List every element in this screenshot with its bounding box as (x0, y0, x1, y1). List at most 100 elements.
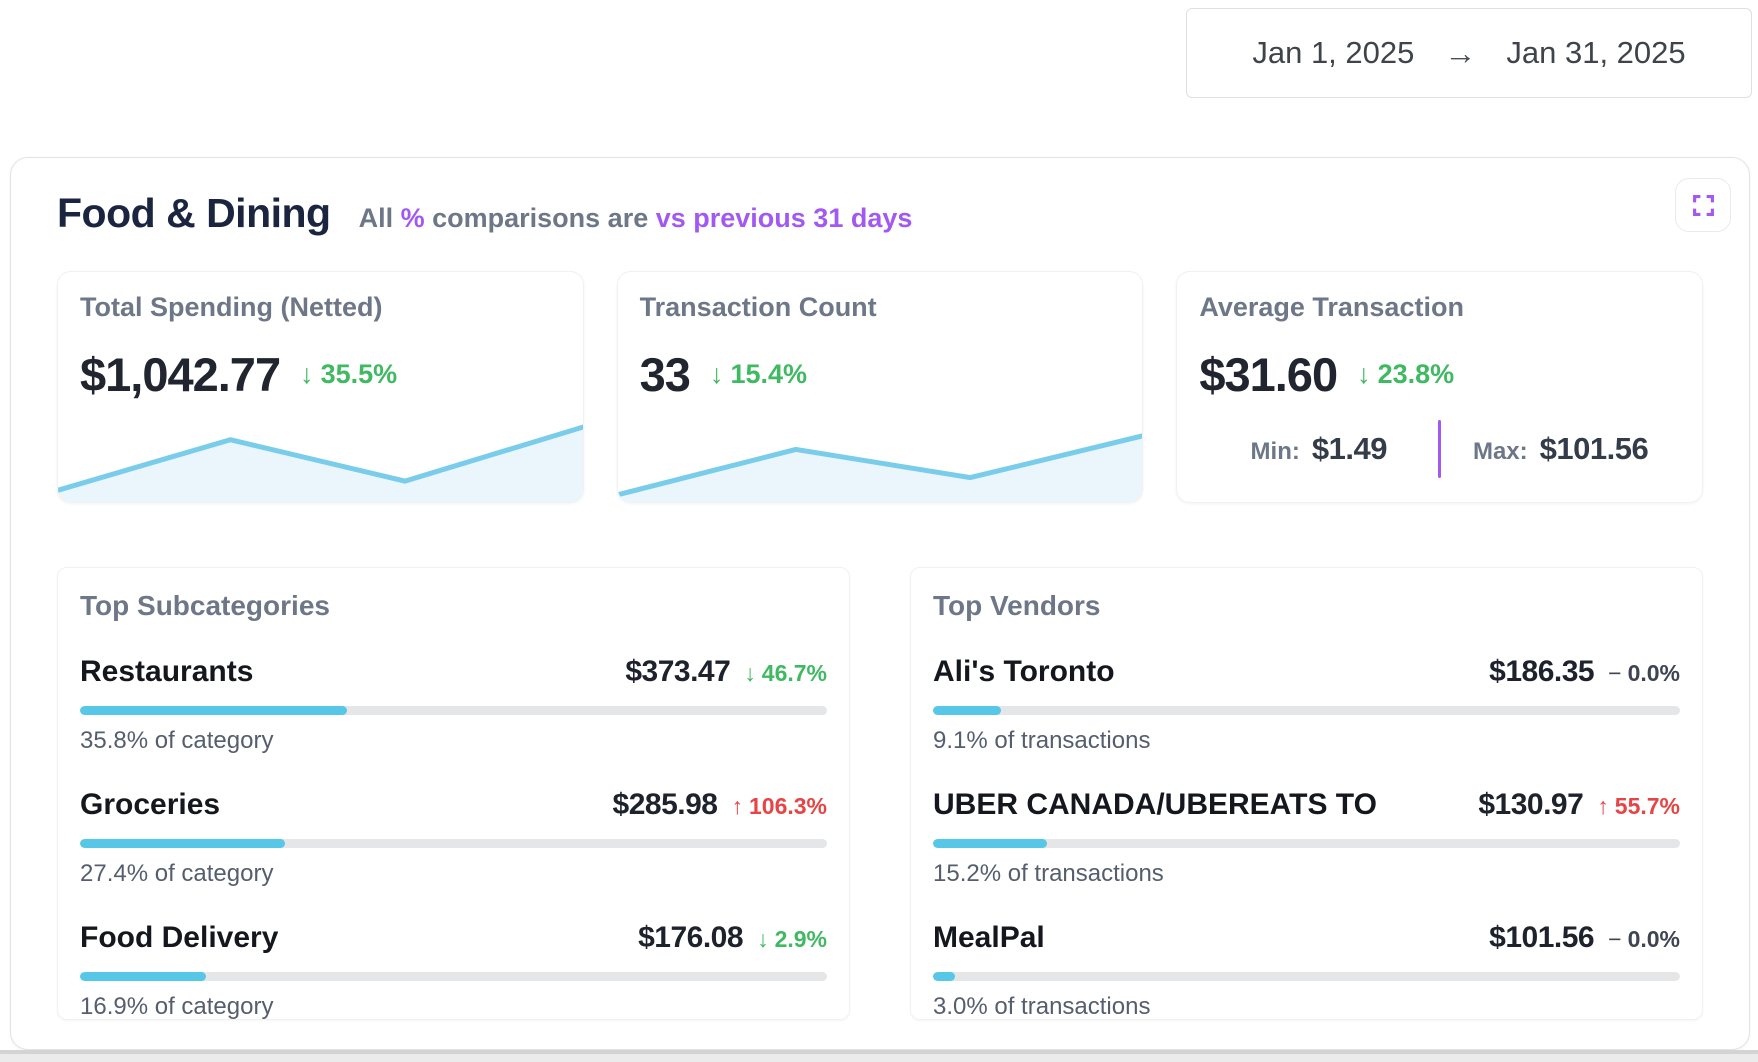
stat-card-transaction-count: Transaction Count 33 ↓ 15.4% (616, 271, 1144, 503)
change-value: 46.7% (761, 660, 827, 686)
stat-change: ↓ 23.8% (1357, 359, 1454, 390)
progress-bar (80, 706, 827, 715)
progress-bar (80, 839, 827, 848)
subcategory-row: Groceries $285.98 ↑ 106.3% 27.4% of categ… (80, 788, 827, 888)
min-max-row: Min: $1.49 Max: $101.56 (1199, 420, 1680, 478)
min-value: $1.49 (1311, 431, 1388, 466)
top-vendors-panel: Top Vendors Ali's Toronto $186.35 −0.0% … (910, 567, 1703, 1020)
subcategory-amount: $285.98 (612, 788, 718, 821)
subcategory-change: ↓ 2.9% (757, 926, 827, 953)
progress-bar-fill (933, 972, 956, 981)
card-header: Food & Dining All % comparisons are vs p… (57, 190, 1703, 237)
note-highlight: vs previous 31 days (655, 203, 913, 233)
subcategory-caption: 27.4% of category (80, 860, 274, 887)
vendor-amount: $130.97 (1478, 788, 1584, 821)
subcategory-row: Food Delivery $176.08 ↓ 2.9% 16.9% of cat… (80, 921, 827, 1020)
stat-value: 33 (639, 348, 691, 401)
vendor-row: UBER CANADA/UBEREATS TO $130.97 ↑ 55.7% 1… (933, 788, 1680, 888)
vendor-row: MealPal $101.56 −0.0% 3.0% of transactio… (933, 921, 1680, 1019)
stat-change: ↓ 15.4% (710, 359, 807, 390)
date-arrow-icon: → (1444, 34, 1477, 71)
progress-bar (933, 972, 1680, 981)
stat-card-total-spending: Total Spending (Netted) $1,042.77 ↓ 35.5% (57, 271, 584, 503)
subcategory-name: Groceries (80, 788, 221, 821)
subcategory-caption: 16.9% of category (80, 993, 274, 1020)
comparison-note: All % comparisons are vs previous 31 day… (359, 203, 913, 234)
vendor-amount: $101.56 (1489, 921, 1595, 954)
max-stat: Max: $101.56 (1441, 431, 1680, 467)
panel-title: Top Vendors (933, 590, 1101, 621)
stat-label: Total Spending (Netted) (80, 292, 383, 322)
change-arrow-icon: ↑ (731, 793, 743, 819)
subcategory-name: Food Delivery (80, 921, 279, 954)
max-value: $101.56 (1539, 431, 1649, 466)
page-title: Food & Dining (57, 190, 331, 236)
progress-bar-fill (933, 706, 1001, 715)
vendor-change: −0.0% (1608, 926, 1680, 953)
vendor-change: −0.0% (1608, 660, 1680, 687)
stats-row: Total Spending (Netted) $1,042.77 ↓ 35.5%… (57, 271, 1703, 503)
top-subcategories-panel: Top Subcategories Restaurants $373.47 ↓ 4… (57, 567, 850, 1020)
subcategory-change: ↓ 46.7% (744, 660, 827, 687)
vendor-caption: 15.2% of transactions (933, 860, 1164, 887)
spending-sparkline-chart (57, 416, 583, 502)
date-start[interactable]: Jan 1, 2025 (1252, 35, 1415, 70)
date-range-picker[interactable]: Jan 1, 2025 → Jan 31, 2025 (1186, 8, 1752, 98)
change-arrow-icon: ↓ (1357, 359, 1371, 389)
change-value: 2.9% (774, 926, 827, 952)
change-value: 23.8% (1377, 359, 1455, 389)
change-arrow-icon: ↓ (757, 926, 769, 952)
change-arrow-icon: − (1608, 926, 1622, 952)
change-arrow-icon: ↓ (709, 359, 724, 389)
stat-label: Average Transaction (1199, 292, 1464, 322)
change-arrow-icon: ↓ (744, 660, 756, 686)
page-bottom-divider (0, 1050, 1758, 1062)
change-arrow-icon: ↓ (300, 359, 314, 389)
min-label: Min: (1250, 438, 1300, 465)
progress-bar-fill (80, 972, 207, 981)
progress-bar-fill (933, 839, 1047, 848)
vendor-name: MealPal (933, 921, 1045, 954)
min-stat: Min: $1.49 (1199, 431, 1438, 467)
subcategory-amount: $373.47 (625, 655, 731, 688)
change-value: 0.0% (1627, 660, 1680, 686)
change-value: 55.7% (1614, 793, 1680, 819)
progress-bar-fill (80, 839, 285, 848)
panel-title: Top Subcategories (80, 590, 330, 621)
date-end[interactable]: Jan 31, 2025 (1506, 35, 1686, 70)
progress-bar (80, 972, 827, 981)
note-prefix: All (358, 203, 401, 233)
change-arrow-icon: − (1608, 660, 1622, 686)
stat-change: ↓ 35.5% (300, 359, 397, 390)
stat-value: $31.60 (1199, 348, 1338, 401)
change-value: 106.3% (748, 793, 827, 819)
progress-bar (933, 706, 1680, 715)
change-value: 35.5% (320, 359, 398, 389)
expand-button[interactable] (1675, 178, 1731, 232)
vendor-change: ↑ 55.7% (1597, 793, 1680, 820)
count-sparkline-chart (617, 416, 1143, 502)
vendor-name: UBER CANADA/UBEREATS TO (933, 788, 1377, 821)
stat-label: Transaction Count (639, 292, 877, 322)
subcategory-caption: 35.8% of category (80, 727, 274, 754)
vendor-amount: $186.35 (1489, 655, 1595, 688)
max-label: Max: (1472, 438, 1528, 465)
subcategory-change: ↑ 106.3% (731, 793, 827, 820)
note-middle: comparisons are (424, 203, 656, 233)
food-dining-card: Food & Dining All % comparisons are vs p… (10, 157, 1750, 1050)
vendor-row: Ali's Toronto $186.35 −0.0% 9.1% of tran… (933, 655, 1680, 755)
change-value: 0.0% (1627, 926, 1680, 952)
expand-icon (1692, 194, 1715, 217)
progress-bar (933, 839, 1680, 848)
subcategory-amount: $176.08 (638, 921, 744, 954)
progress-bar-fill (80, 706, 348, 715)
change-value: 15.4% (730, 359, 807, 389)
min-max-divider (1438, 420, 1442, 478)
note-percent: % (400, 203, 425, 233)
subcategory-row: Restaurants $373.47 ↓ 46.7% 35.8% of cate… (80, 655, 827, 755)
subcategory-name: Restaurants (80, 655, 254, 688)
vendor-name: Ali's Toronto (933, 655, 1115, 688)
stat-card-average-transaction: Average Transaction $31.60 ↓ 23.8% Min: $… (1176, 271, 1703, 503)
lists-row: Top Subcategories Restaurants $373.47 ↓ 4… (57, 567, 1703, 1020)
change-arrow-icon: ↑ (1597, 793, 1609, 819)
